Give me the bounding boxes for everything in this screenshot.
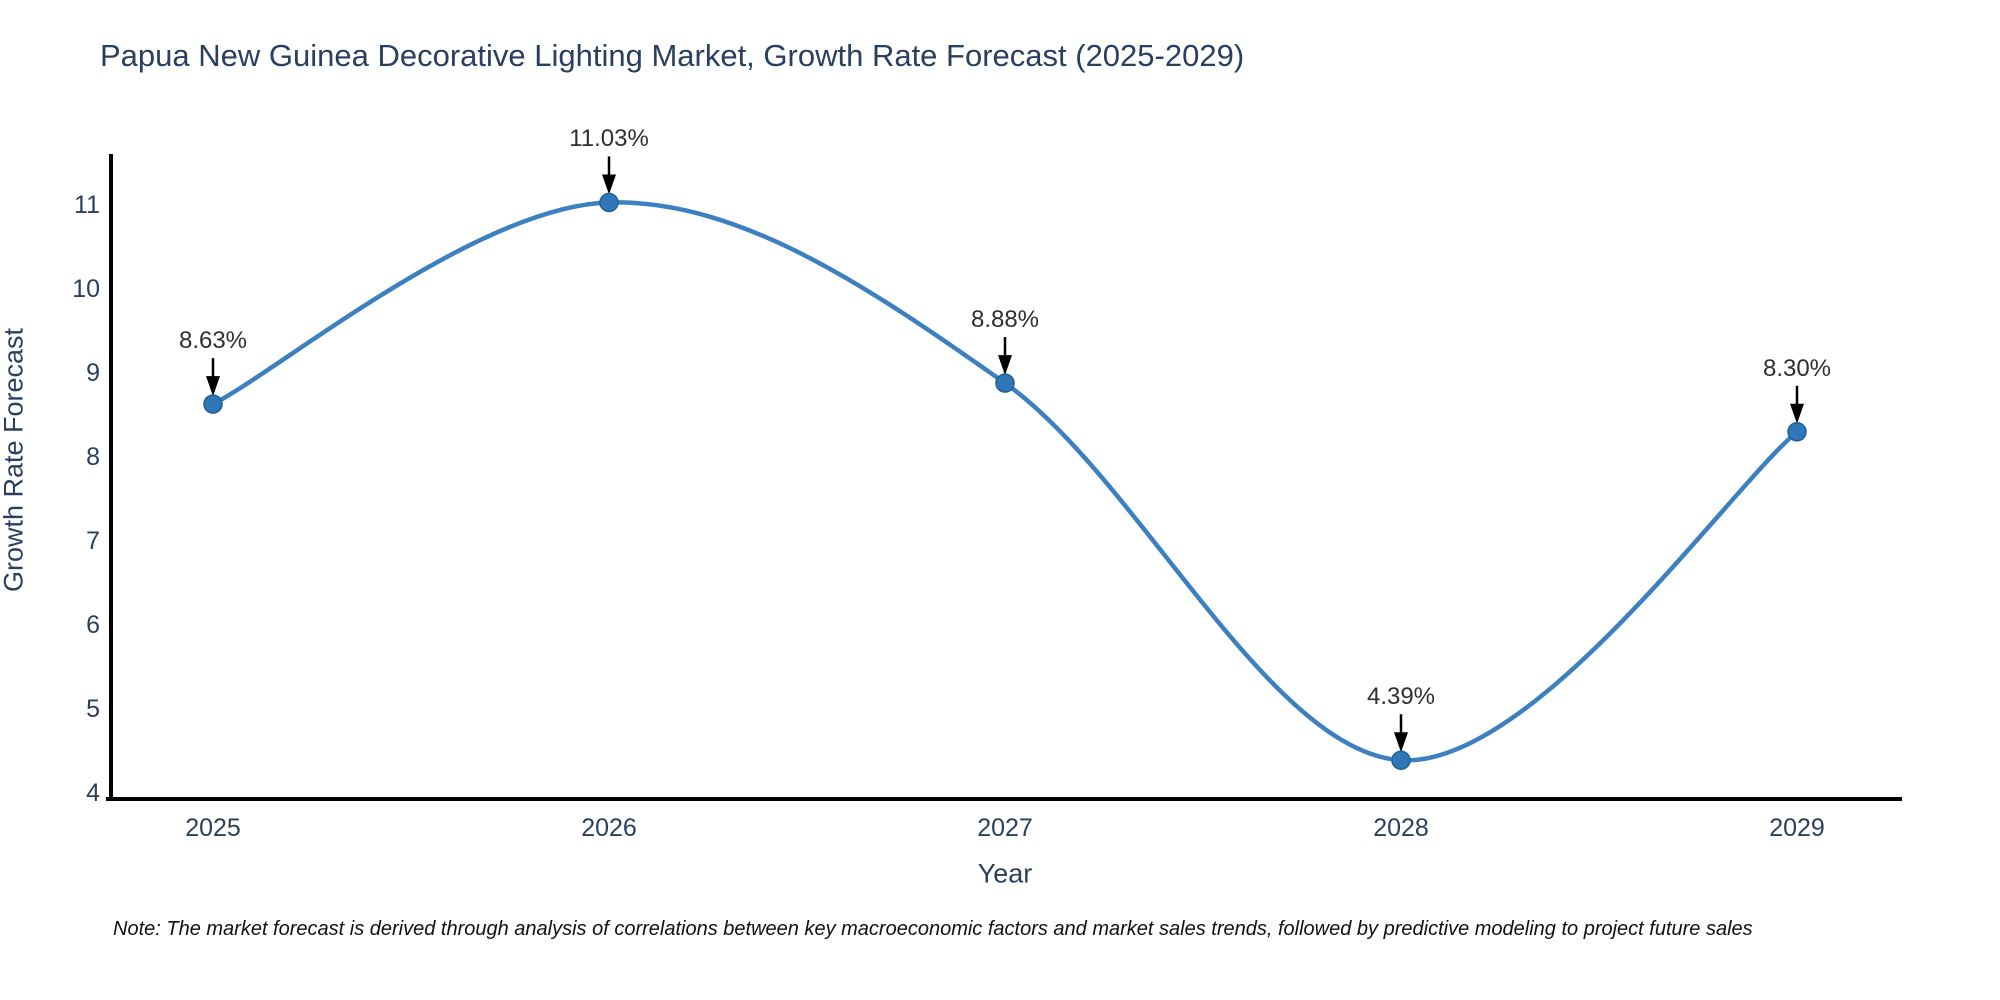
- y-tick-label: 7: [86, 527, 100, 555]
- point-value-label: 8.88%: [970, 306, 1040, 334]
- annotation-arrowhead: [998, 355, 1012, 376]
- x-tick-label: 2026: [581, 814, 637, 842]
- annotation-arrowhead: [602, 174, 616, 195]
- data-point-marker: [995, 373, 1015, 393]
- x-tick-label: 2025: [185, 814, 241, 842]
- annotation-arrowhead: [1790, 403, 1804, 424]
- data-point-marker: [1787, 422, 1807, 442]
- y-tick-label: 5: [86, 695, 100, 723]
- annotation-arrowhead: [1394, 732, 1408, 753]
- x-tick-label: 2027: [977, 814, 1033, 842]
- data-point-marker: [1391, 750, 1411, 770]
- chart-title: Papua New Guinea Decorative Lighting Mar…: [100, 38, 1245, 73]
- point-value-label: 4.39%: [1366, 683, 1436, 711]
- data-point-marker: [599, 192, 619, 213]
- x-tick-label: 2028: [1373, 814, 1429, 842]
- x-axis-title: Year: [977, 858, 1033, 889]
- point-value-label: 8.30%: [1762, 354, 1832, 382]
- footnote: Note: The market forecast is derived thr…: [113, 918, 1753, 940]
- axis-lines: [106, 154, 1902, 801]
- y-tick-label: 10: [72, 275, 100, 303]
- y-tick-label: 11: [74, 191, 100, 219]
- point-value-label: 8.63%: [178, 327, 248, 355]
- point-value-label: 11.03%: [569, 125, 649, 153]
- y-tick-label: 9: [86, 359, 100, 387]
- y-tick-label: 6: [86, 611, 100, 639]
- line-series: [210, 200, 1800, 763]
- annotation-arrowhead: [206, 376, 220, 397]
- data-point-marker: [203, 394, 223, 414]
- y-tick-label: 8: [86, 443, 100, 471]
- y-axis-title: Growth Rate Forecast: [0, 327, 29, 593]
- y-tick-label: 4: [86, 779, 100, 807]
- x-tick-label: 2029: [1769, 814, 1825, 842]
